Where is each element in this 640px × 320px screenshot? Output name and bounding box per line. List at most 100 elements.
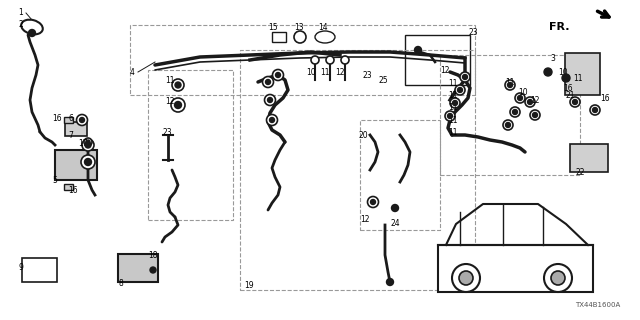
- Circle shape: [82, 139, 94, 151]
- Circle shape: [532, 113, 538, 117]
- Circle shape: [392, 204, 399, 212]
- Circle shape: [81, 155, 95, 169]
- Circle shape: [447, 114, 452, 118]
- Circle shape: [264, 94, 275, 106]
- Circle shape: [273, 69, 284, 81]
- Circle shape: [371, 199, 376, 204]
- Text: 10: 10: [518, 87, 527, 97]
- Text: 12: 12: [440, 66, 449, 75]
- Text: 20: 20: [358, 131, 367, 140]
- Text: 11: 11: [505, 77, 515, 86]
- Circle shape: [175, 82, 181, 88]
- Circle shape: [527, 100, 532, 105]
- Text: TX44B1600A: TX44B1600A: [575, 302, 620, 308]
- Circle shape: [452, 100, 458, 106]
- Circle shape: [544, 264, 572, 292]
- Circle shape: [175, 101, 182, 108]
- Circle shape: [570, 97, 580, 107]
- Text: 16: 16: [52, 114, 61, 123]
- Bar: [22, 258, 57, 282]
- Circle shape: [262, 76, 273, 87]
- Text: 23: 23: [162, 127, 172, 137]
- Ellipse shape: [21, 20, 43, 34]
- Circle shape: [452, 264, 480, 292]
- Text: 11: 11: [448, 116, 458, 124]
- Bar: [565, 53, 600, 95]
- Circle shape: [450, 98, 460, 108]
- Circle shape: [84, 158, 92, 165]
- Circle shape: [463, 75, 467, 79]
- Circle shape: [506, 123, 511, 127]
- Circle shape: [530, 110, 540, 120]
- Text: 11: 11: [448, 91, 458, 100]
- Circle shape: [311, 56, 319, 64]
- Circle shape: [551, 271, 565, 285]
- Text: 11: 11: [448, 127, 458, 137]
- Circle shape: [294, 31, 306, 43]
- Text: 18: 18: [148, 251, 157, 260]
- Circle shape: [590, 105, 600, 115]
- Circle shape: [515, 93, 525, 103]
- Circle shape: [387, 278, 394, 285]
- Circle shape: [508, 83, 513, 87]
- Bar: [118, 254, 158, 282]
- Circle shape: [86, 140, 90, 144]
- Circle shape: [513, 109, 518, 115]
- Text: 21: 21: [565, 91, 575, 100]
- Circle shape: [525, 97, 535, 107]
- Bar: [63, 117, 72, 123]
- Text: 6: 6: [68, 114, 73, 123]
- Circle shape: [573, 100, 577, 105]
- Circle shape: [171, 98, 185, 112]
- Bar: [148, 70, 233, 220]
- Text: 11: 11: [573, 74, 582, 83]
- Bar: [130, 25, 475, 95]
- Text: 1: 1: [18, 7, 23, 17]
- Bar: [272, 32, 286, 42]
- Bar: [360, 120, 440, 230]
- Circle shape: [518, 95, 522, 100]
- Circle shape: [510, 107, 520, 117]
- Text: 13: 13: [294, 22, 303, 31]
- Circle shape: [85, 142, 91, 148]
- Circle shape: [503, 120, 513, 130]
- Circle shape: [562, 74, 570, 82]
- Text: 23: 23: [468, 28, 477, 36]
- Bar: [440, 55, 580, 175]
- Text: 4: 4: [130, 68, 135, 76]
- Circle shape: [77, 115, 88, 125]
- Text: 10: 10: [558, 68, 568, 76]
- Text: 5: 5: [52, 175, 57, 185]
- Circle shape: [275, 73, 280, 77]
- Text: 11: 11: [448, 102, 458, 111]
- Circle shape: [79, 117, 84, 123]
- Text: 3: 3: [550, 53, 555, 62]
- Circle shape: [150, 267, 156, 273]
- Circle shape: [268, 98, 273, 102]
- Text: 10: 10: [306, 68, 316, 76]
- Text: 12: 12: [360, 215, 369, 225]
- Circle shape: [445, 111, 455, 121]
- Bar: [438, 244, 593, 292]
- Bar: [240, 50, 475, 290]
- Text: 9: 9: [18, 263, 23, 273]
- Circle shape: [458, 87, 463, 92]
- Text: 12: 12: [165, 97, 175, 106]
- Text: 11: 11: [165, 76, 175, 84]
- Text: 19: 19: [244, 281, 253, 290]
- Text: 14: 14: [318, 22, 328, 31]
- Text: 12: 12: [335, 68, 344, 76]
- Circle shape: [326, 56, 334, 64]
- Bar: [405, 35, 470, 85]
- Text: 16: 16: [68, 186, 77, 195]
- Circle shape: [459, 271, 473, 285]
- Circle shape: [544, 68, 552, 76]
- Text: 7: 7: [68, 131, 73, 140]
- Text: 22: 22: [575, 167, 584, 177]
- Text: 23: 23: [362, 70, 372, 79]
- Text: 2: 2: [18, 20, 23, 28]
- Text: 16: 16: [563, 84, 573, 92]
- Circle shape: [266, 115, 278, 125]
- Circle shape: [341, 56, 349, 64]
- Ellipse shape: [315, 31, 335, 43]
